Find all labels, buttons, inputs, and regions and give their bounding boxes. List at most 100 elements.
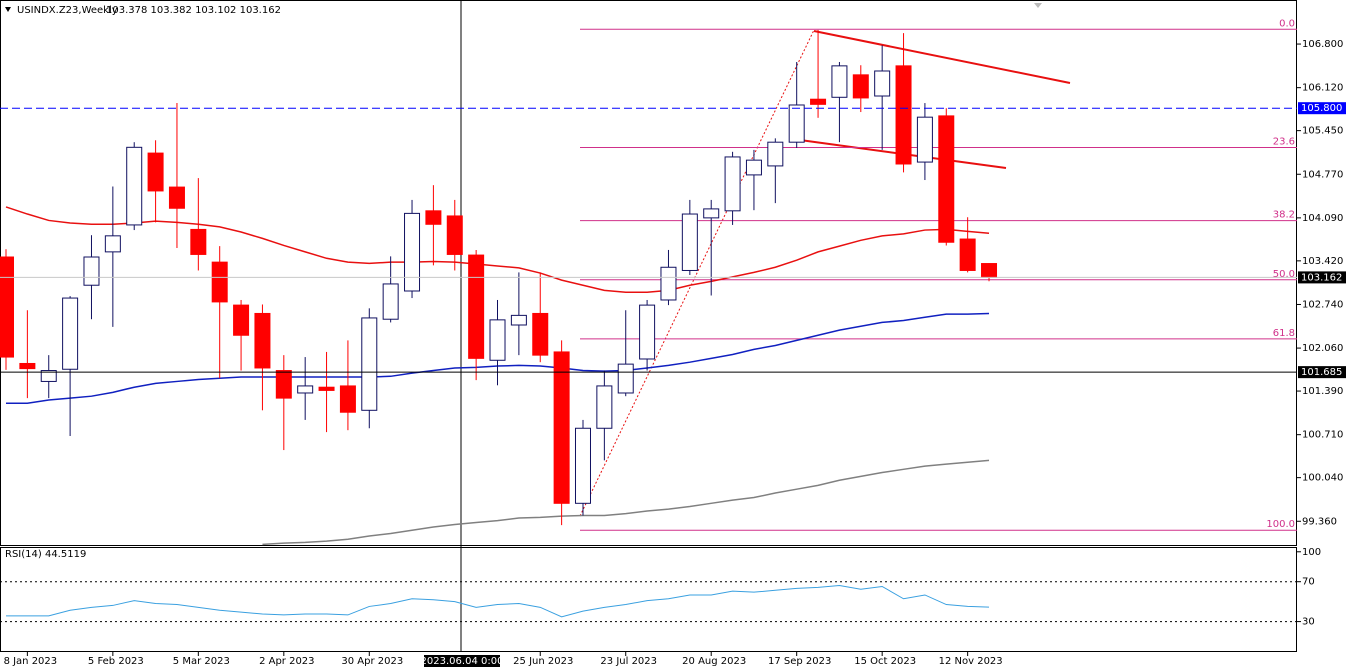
candle-body xyxy=(382,283,399,320)
candle-body xyxy=(639,304,656,360)
candle-body xyxy=(126,146,143,226)
candle-body xyxy=(767,141,784,167)
candle-body xyxy=(468,254,485,359)
candle-body xyxy=(233,304,250,336)
y-tick-label: 106.800 xyxy=(1302,39,1343,50)
y-tick-label: 30 xyxy=(1302,617,1315,628)
y-tick-label: 100.040 xyxy=(1302,473,1343,484)
crosshair-date: 2023.06.04 0:00 xyxy=(421,656,504,667)
candle-body xyxy=(981,263,998,278)
y-tick-label: 101.390 xyxy=(1302,386,1343,397)
rsi-title: RSI(14) 44.5119 xyxy=(5,549,86,560)
y-tick-label: 102.740 xyxy=(1302,299,1343,310)
candle-body xyxy=(147,152,164,192)
candle-body xyxy=(19,362,36,370)
rsi-panel xyxy=(0,547,1297,652)
candle-body xyxy=(339,385,356,413)
trendline xyxy=(813,30,1071,84)
x-tick-label: 15 Oct 2023 xyxy=(854,656,916,667)
fib-label: 100.0 xyxy=(1266,519,1295,530)
candle-body xyxy=(724,156,741,212)
candle-body xyxy=(318,386,335,391)
candle-body xyxy=(510,314,527,326)
x-tick-label: 5 Mar 2023 xyxy=(173,656,230,667)
candle-body xyxy=(489,319,506,361)
crosshair-date-tag xyxy=(424,655,500,667)
quote: 103.378 103.382 103.102 103.162 xyxy=(106,5,281,16)
x-tick-label: 2 Apr 2023 xyxy=(259,656,314,667)
y-tick-label: 103.420 xyxy=(1302,256,1343,267)
x-tick-label: 12 Nov 2023 xyxy=(939,656,1003,667)
y-tick-label: 100.710 xyxy=(1302,430,1343,441)
y-tick-label: 104.770 xyxy=(1302,169,1343,180)
x-tick-label: 25 Jun 2023 xyxy=(513,656,573,667)
candle-body xyxy=(275,370,292,399)
price-tag-label: 105.800 xyxy=(1301,103,1342,114)
x-tick-label: 23 Jul 2023 xyxy=(600,656,657,667)
candle-body xyxy=(211,261,228,303)
candle-body xyxy=(938,115,955,243)
y-tick-label: 102.060 xyxy=(1302,343,1343,354)
candle-body xyxy=(617,363,634,394)
candle-body xyxy=(0,256,14,358)
candle-body xyxy=(874,70,891,97)
moving-average xyxy=(262,459,990,546)
fib-label: 50.0 xyxy=(1273,269,1295,280)
y-tick-label: 106.120 xyxy=(1302,83,1343,94)
candle-body xyxy=(574,427,591,504)
price-panel xyxy=(0,0,1297,546)
candle-body xyxy=(959,238,976,271)
chart-title: USINDX.Z23,Weekly xyxy=(17,5,118,16)
candle-body xyxy=(361,317,378,411)
candle-body xyxy=(831,65,848,98)
y-tick-label: 104.090 xyxy=(1302,213,1343,224)
fib-label: 38.2 xyxy=(1273,210,1295,221)
candle-body xyxy=(596,385,613,429)
candle-body xyxy=(703,208,720,219)
candle-body xyxy=(168,186,185,209)
candle-body xyxy=(40,370,57,382)
candle-body xyxy=(190,228,207,255)
price-tag-label: 101.685 xyxy=(1301,367,1342,378)
rsi-line xyxy=(6,584,990,618)
candle-body xyxy=(83,256,100,286)
candle-body xyxy=(788,104,805,143)
y-tick-label: 70 xyxy=(1302,577,1315,588)
candle-body xyxy=(254,312,271,369)
price-tag xyxy=(1298,271,1346,284)
menu-arrow[interactable] xyxy=(5,7,11,12)
x-tick-label: 8 Jan 2023 xyxy=(4,656,58,667)
y-tick-label: 99.360 xyxy=(1302,516,1337,527)
candle-body xyxy=(446,215,463,255)
y-tick-label: 105.450 xyxy=(1302,126,1343,137)
price-tag-label: 103.162 xyxy=(1301,272,1342,283)
candle-body xyxy=(532,312,549,356)
moving-average xyxy=(5,206,990,294)
candle-body xyxy=(553,351,570,504)
candle-body xyxy=(297,385,314,394)
fib-label: 61.8 xyxy=(1273,328,1295,339)
candle-body xyxy=(852,74,869,99)
candle-body xyxy=(895,65,912,165)
candle-body xyxy=(681,213,698,271)
candle-body xyxy=(660,266,677,301)
fib-label: 23.6 xyxy=(1273,137,1295,148)
scroll-marker xyxy=(1034,3,1042,8)
x-tick-label: 20 Aug 2023 xyxy=(682,656,746,667)
fib-label: 0.0 xyxy=(1279,18,1295,29)
price-tag xyxy=(1298,366,1346,379)
y-tick-label: 100 xyxy=(1302,547,1321,558)
candle-body xyxy=(745,159,762,176)
candle-body xyxy=(104,235,121,253)
x-tick-label: 17 Sep 2023 xyxy=(768,656,831,667)
candle-body xyxy=(425,210,442,225)
x-tick-label: 30 Apr 2023 xyxy=(341,656,403,667)
price-tag xyxy=(1298,102,1346,115)
candle-body xyxy=(916,116,933,163)
candle-body xyxy=(404,212,421,292)
x-tick-label: 5 Feb 2023 xyxy=(88,656,144,667)
candle-body xyxy=(810,98,827,105)
candle-body xyxy=(62,297,79,370)
